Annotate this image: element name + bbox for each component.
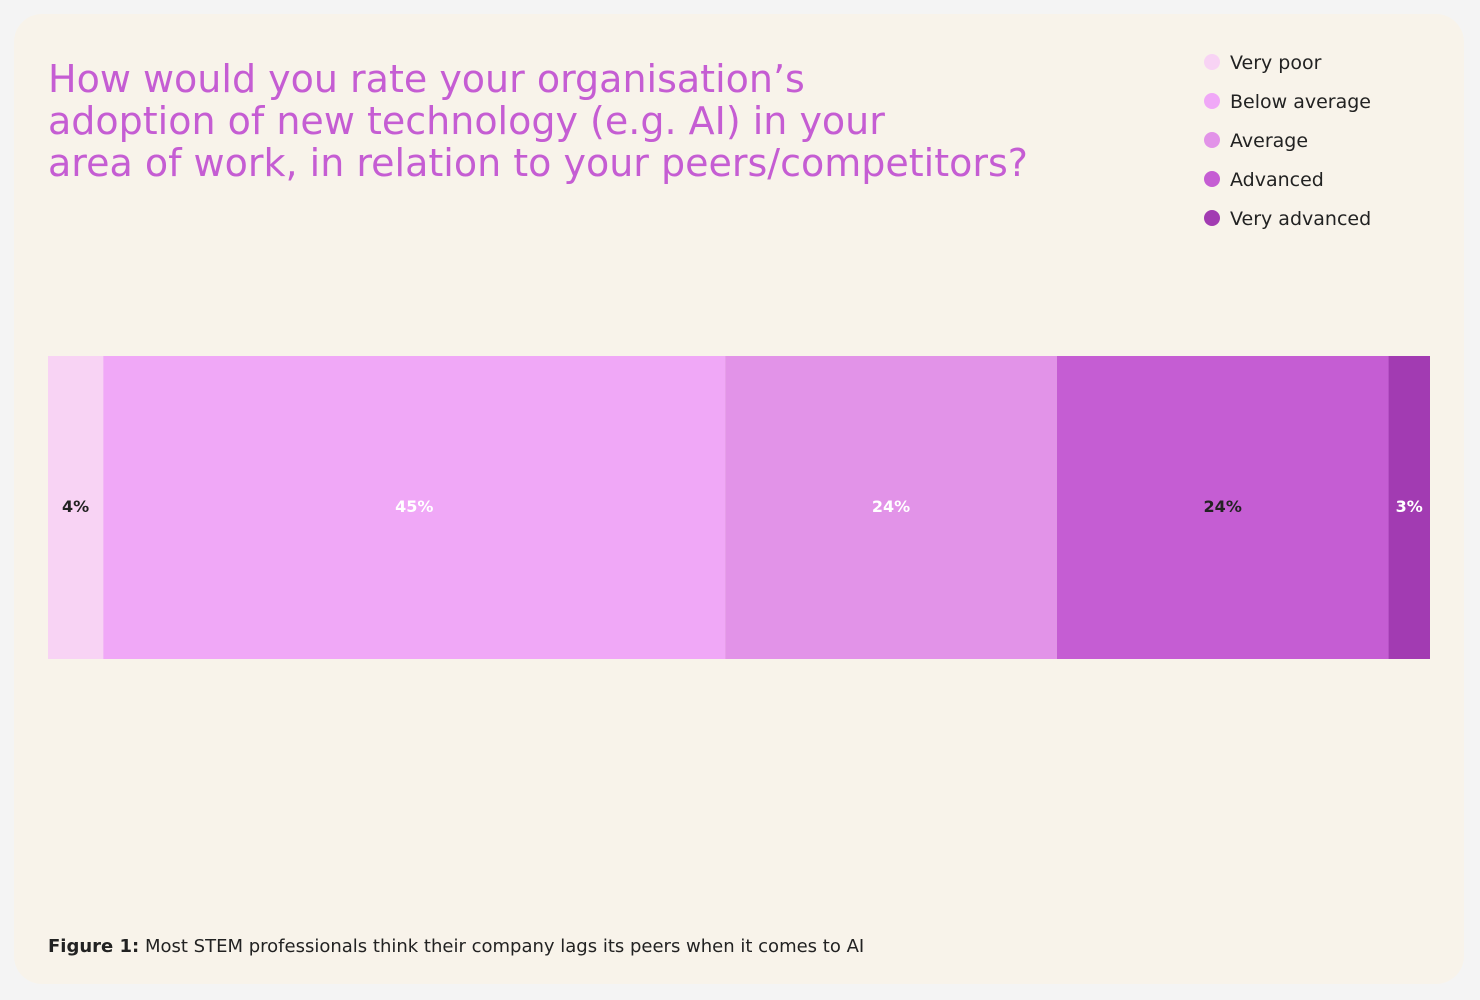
value-label: 4% — [62, 497, 89, 516]
chart-title: area of work, in relation to your peers/… — [48, 141, 1028, 185]
legend-swatch — [1204, 54, 1220, 70]
legend-swatch — [1204, 171, 1220, 187]
legend-label: Below average — [1230, 91, 1371, 113]
legend-label: Advanced — [1230, 169, 1324, 191]
bar-segment — [725, 356, 1057, 659]
legend-label: Very advanced — [1230, 208, 1371, 230]
legend-label: Very poor — [1230, 52, 1322, 74]
chart-title: adoption of new technology (e.g. AI) in … — [48, 99, 885, 143]
bar-segment — [48, 356, 104, 659]
caption-label: Figure 1: — [48, 936, 139, 957]
value-label: 24% — [872, 497, 910, 516]
caption-text: Most STEM professionals think their comp… — [145, 936, 864, 957]
legend-swatch — [1204, 210, 1220, 226]
value-label: 24% — [1204, 497, 1242, 516]
caption: Figure 1: Most STEM professionals think … — [48, 936, 864, 957]
bar-segment — [1056, 356, 1389, 659]
legend-swatch — [1204, 93, 1220, 109]
bar-segment — [103, 356, 726, 659]
chart-title: How would you rate your organisation’s — [48, 57, 805, 101]
legend-swatch — [1204, 132, 1220, 148]
value-label: 3% — [1396, 497, 1423, 516]
value-label: 45% — [395, 497, 433, 516]
bar-segment — [1388, 356, 1430, 659]
legend-label: Average — [1230, 130, 1308, 152]
